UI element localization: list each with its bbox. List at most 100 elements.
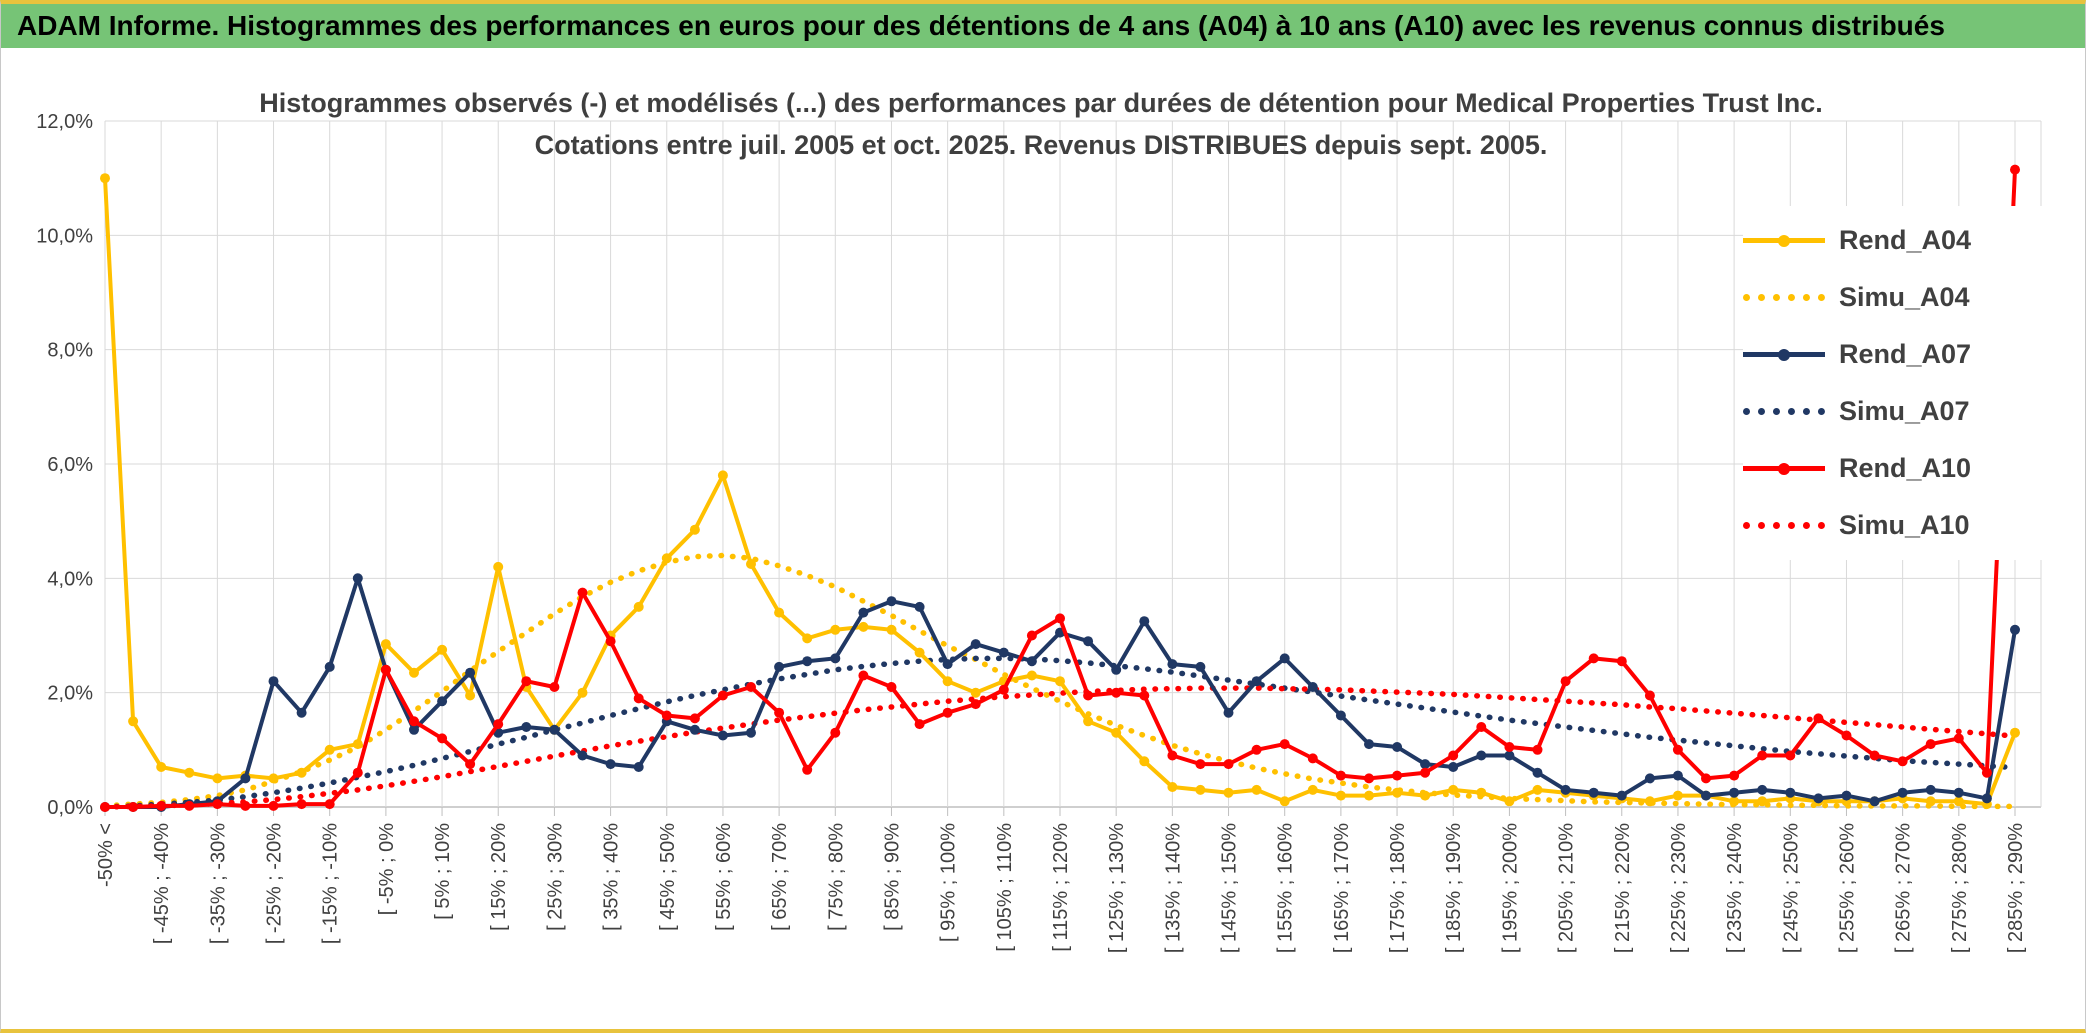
series-marker-Rend_A07 xyxy=(1672,770,1683,781)
series-Simu_A10 xyxy=(102,685,2018,810)
x-tick-label: [ 245% ; 250% xyxy=(1780,823,1802,953)
series-marker-Rend_A10 xyxy=(1139,690,1150,701)
series-marker-Rend_A04 xyxy=(296,767,307,778)
series-marker-Rend_A10 xyxy=(1644,690,1655,701)
series-marker-Rend_A10 xyxy=(465,759,476,770)
series-marker-Rend_A07 xyxy=(998,647,1009,658)
series-marker-Rend_A10 xyxy=(1307,753,1318,764)
series-marker-Rend_A07 xyxy=(240,773,251,784)
x-tick-label: [ 15% ; 20% xyxy=(488,823,510,931)
legend-line-sample-simu-a04 xyxy=(1743,294,1825,301)
series-marker-Rend_A10 xyxy=(830,727,841,738)
series-marker-Rend_A07 xyxy=(1420,759,1431,770)
series-marker-Rend_A07 xyxy=(830,653,841,664)
series-line-Simu_A10 xyxy=(102,685,2018,810)
series-marker-Rend_A07 xyxy=(577,750,588,761)
series-marker-Rend_A07 xyxy=(437,696,448,707)
series-Rend_A07 xyxy=(100,573,2020,812)
series-Rend_A10 xyxy=(100,164,2020,812)
series-marker-Rend_A07 xyxy=(886,596,897,607)
series-marker-Rend_A10 xyxy=(1672,744,1683,755)
series-marker-Rend_A07 xyxy=(1644,773,1655,784)
series-marker-Rend_A04 xyxy=(409,667,419,678)
series-marker-Rend_A07 xyxy=(802,656,813,667)
series-marker-Rend_A04 xyxy=(2010,727,2020,738)
series-marker-Rend_A10 xyxy=(352,767,363,778)
series-line-Simu_A04 xyxy=(102,552,2018,810)
legend-line-sample-rend-a10 xyxy=(1743,463,1825,475)
x-tick-label: [ 25% ; 30% xyxy=(544,823,566,931)
series-marker-Rend_A10 xyxy=(1476,722,1487,732)
series-marker-Rend_A10 xyxy=(802,764,813,775)
series-marker-Rend_A07 xyxy=(858,607,869,618)
legend-marker-dot xyxy=(1778,463,1790,475)
series-marker-Rend_A10 xyxy=(212,799,223,810)
series-marker-Rend_A10 xyxy=(1785,750,1796,761)
y-tick-label: 0,0% xyxy=(47,797,93,819)
legend-label-simu-a10: Simu_A10 xyxy=(1839,510,1970,540)
y-tick-label: 12,0% xyxy=(36,111,93,133)
series-marker-Rend_A04 xyxy=(268,773,279,784)
series-marker-Rend_A10 xyxy=(1588,653,1599,664)
series-marker-Rend_A04 xyxy=(1083,716,1094,727)
series-marker-Rend_A07 xyxy=(1476,750,1487,761)
legend-item-simu-a07: Simu_A07 xyxy=(1743,383,2043,440)
series-marker-Rend_A04 xyxy=(1223,787,1234,798)
series-marker-Rend_A10 xyxy=(240,800,251,811)
series-marker-Rend_A07 xyxy=(1701,790,1711,801)
series-marker-Rend_A07 xyxy=(1139,616,1150,627)
x-tick-label: [ -5% ; 0% xyxy=(376,823,398,915)
series-marker-Rend_A10 xyxy=(998,684,1009,695)
chart-title: Histogrammes observés (-) et modélisés (… xyxy=(171,82,1911,166)
series-marker-Rend_A04 xyxy=(802,633,813,644)
series-marker-Rend_A04 xyxy=(1251,784,1262,795)
y-tick-label: 10,0% xyxy=(36,225,93,247)
series-marker-Rend_A04 xyxy=(184,767,195,778)
series-marker-Rend_A04 xyxy=(1476,787,1487,798)
series-marker-Rend_A10 xyxy=(1532,744,1543,755)
series-marker-Rend_A04 xyxy=(633,601,644,612)
series-marker-Rend_A07 xyxy=(1785,787,1796,798)
x-tick-label: [ 285% ; 290% xyxy=(2005,823,2027,953)
series-marker-Rend_A07 xyxy=(1504,750,1515,761)
x-tick-label: [ 85% ; 90% xyxy=(881,823,903,931)
series-marker-Rend_A10 xyxy=(128,802,139,812)
x-tick-label: [ 45% ; 50% xyxy=(657,823,679,931)
series-marker-Rend_A10 xyxy=(1813,713,1824,724)
series-marker-Rend_A04 xyxy=(858,621,869,632)
series-marker-Rend_A10 xyxy=(1279,739,1290,750)
x-tick-label: [ 195% ; 200% xyxy=(1499,823,1521,953)
series-marker-Rend_A04 xyxy=(689,524,700,535)
series-marker-Rend_A10 xyxy=(858,670,869,681)
legend-label-simu-a07: Simu_A07 xyxy=(1839,396,1970,426)
series-marker-Rend_A10 xyxy=(661,710,672,721)
x-tick-label: [ 145% ; 150% xyxy=(1219,823,1241,953)
x-tick-label: [ 125% ; 130% xyxy=(1106,823,1128,953)
x-tick-label: [ 275% ; 280% xyxy=(1949,823,1971,953)
series-marker-Rend_A10 xyxy=(549,682,560,692)
series-marker-Rend_A07 xyxy=(2010,624,2020,635)
series-marker-Rend_A04 xyxy=(1392,787,1403,798)
x-tick-label: [ 105% ; 110% xyxy=(994,823,1016,952)
series-marker-Rend_A04 xyxy=(1026,670,1037,681)
series-marker-Rend_A04 xyxy=(1307,784,1318,795)
series-marker-Rend_A10 xyxy=(1055,613,1065,624)
series-marker-Rend_A07 xyxy=(1448,762,1459,772)
series-Simu_A07 xyxy=(102,655,2018,810)
series-marker-Rend_A10 xyxy=(1701,773,1711,784)
series-marker-Rend_A07 xyxy=(465,667,476,678)
series-marker-Rend_A07 xyxy=(1111,664,1122,675)
series-marker-Rend_A10 xyxy=(1167,750,1178,761)
x-tick-label: [ -25% ; -20% xyxy=(264,823,286,944)
chart-legend: Rend_A04 Simu_A04 Rend_A07 Simu_A07 Rend… xyxy=(1743,206,2043,560)
series-marker-Rend_A10 xyxy=(1757,750,1768,761)
series-marker-Rend_A07 xyxy=(1560,784,1571,795)
report-title-bar: ADAM Informe. Histogrammes des performan… xyxy=(1,4,2085,48)
series-marker-Rend_A04 xyxy=(1672,790,1683,801)
series-marker-Rend_A07 xyxy=(268,676,279,687)
legend-line-sample-simu-a07 xyxy=(1743,408,1825,415)
series-marker-Rend_A04 xyxy=(830,624,841,635)
series-marker-Rend_A07 xyxy=(970,639,981,650)
series-marker-Rend_A10 xyxy=(324,799,335,810)
